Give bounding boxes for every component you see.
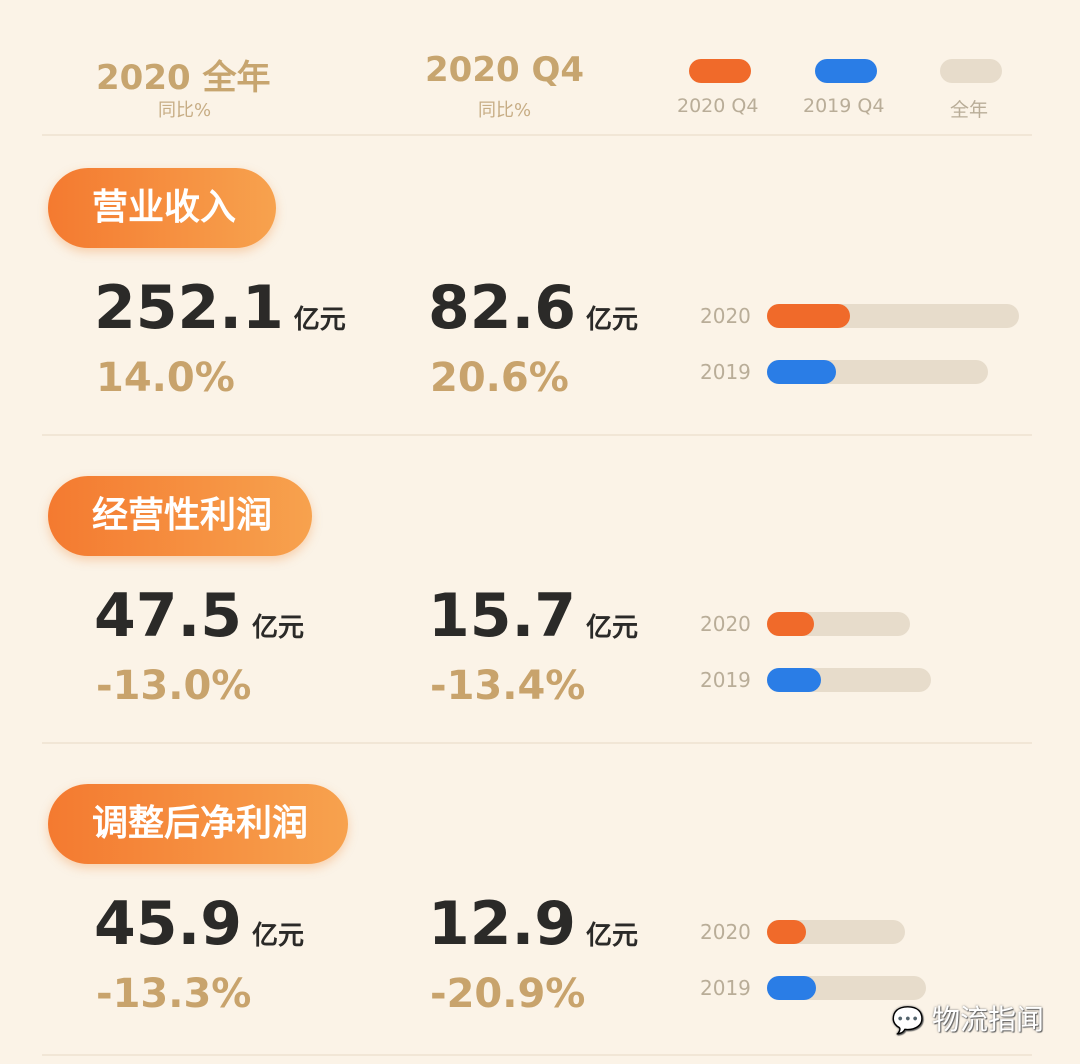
bar-year-label: 2019 <box>700 976 751 1000</box>
full-year-bar-2020 <box>767 920 905 944</box>
legend-label-2019-q4: 2019 Q4 <box>803 95 885 117</box>
q4-value: 82.6 亿元 <box>428 278 638 338</box>
watermark-text: 物流指闻 <box>931 1003 1044 1036</box>
metric-section: 经营性利润 47.5 亿元 -13.0% 15.7 亿元 -13.4% 2020 201… <box>0 444 1080 752</box>
unit-label: 亿元 <box>293 305 346 335</box>
full-year-value: 45.9 亿元 <box>94 894 304 954</box>
unit-label: 亿元 <box>252 921 305 951</box>
q4-bar-2020 <box>767 612 815 636</box>
unit-label: 亿元 <box>252 613 305 643</box>
wechat-icon: 💬 <box>891 1006 924 1036</box>
full-year-bar-2020 <box>767 612 910 636</box>
q4-yoy: -20.9% <box>430 971 586 1017</box>
q4-number: 15.7 <box>428 581 577 651</box>
col2-subtitle: 同比% <box>478 100 532 121</box>
full-year-value: 252.1 亿元 <box>94 278 346 338</box>
legend-swatch-full-year <box>940 59 1002 83</box>
q4-bar-2020 <box>767 920 806 944</box>
divider <box>42 742 1032 744</box>
divider <box>42 134 1032 136</box>
bar-year-label: 2020 <box>700 920 751 944</box>
bar-year-label: 2019 <box>700 360 751 384</box>
metric-section: 营业收入 252.1 亿元 14.0% 82.6 亿元 20.6% 2020 2019 <box>0 136 1080 444</box>
q4-bar-2019 <box>767 360 836 384</box>
q4-number: 12.9 <box>428 889 577 959</box>
q4-bar-2020 <box>767 304 850 328</box>
metric-title-pill: 调整后净利润 <box>48 784 349 864</box>
full-year-yoy: -13.0% <box>96 663 252 709</box>
q4-bar-2019 <box>767 976 816 1000</box>
q4-number: 82.6 <box>428 273 577 343</box>
full-year-number: 47.5 <box>94 581 243 651</box>
q4-yoy: 20.6% <box>430 355 569 401</box>
q4-value: 12.9 亿元 <box>428 894 638 954</box>
divider <box>42 1054 1032 1056</box>
full-year-yoy: -13.3% <box>96 971 252 1017</box>
full-year-value: 47.5 亿元 <box>94 586 304 646</box>
full-year-yoy: 14.0% <box>96 355 235 401</box>
col1-title: 2020 全年 <box>96 58 271 98</box>
watermark: 💬 物流指闻 <box>892 998 1044 1038</box>
col2-title: 2020 Q4 <box>425 50 585 90</box>
full-year-bar-2019 <box>767 360 989 384</box>
bar-year-label: 2019 <box>700 668 751 692</box>
legend-swatch-2020-q4 <box>689 59 751 83</box>
unit-label: 亿元 <box>586 305 639 335</box>
legend-label-2020-q4: 2020 Q4 <box>677 95 759 117</box>
bar-year-label: 2020 <box>700 304 751 328</box>
full-year-bar-2020 <box>767 304 1020 328</box>
bar-year-label: 2020 <box>700 612 751 636</box>
q4-value: 15.7 亿元 <box>428 586 638 646</box>
full-year-number: 45.9 <box>94 889 243 959</box>
q4-yoy: -13.4% <box>430 663 586 709</box>
full-year-bar-2019 <box>767 668 931 692</box>
unit-label: 亿元 <box>586 613 639 643</box>
legend-label-full-year: 全年 <box>950 99 989 121</box>
unit-label: 亿元 <box>586 921 639 951</box>
col1-subtitle: 同比% <box>158 100 212 121</box>
full-year-number: 252.1 <box>94 273 284 343</box>
metric-section: 调整后净利润 45.9 亿元 -13.3% 12.9 亿元 -20.9% 2020 20… <box>0 752 1080 1060</box>
metric-title-pill: 经营性利润 <box>48 476 313 556</box>
legend-swatch-2019-q4 <box>815 59 877 83</box>
divider <box>42 434 1032 436</box>
q4-bar-2019 <box>767 668 822 692</box>
metric-title-pill: 营业收入 <box>48 168 277 248</box>
full-year-bar-2019 <box>767 976 926 1000</box>
